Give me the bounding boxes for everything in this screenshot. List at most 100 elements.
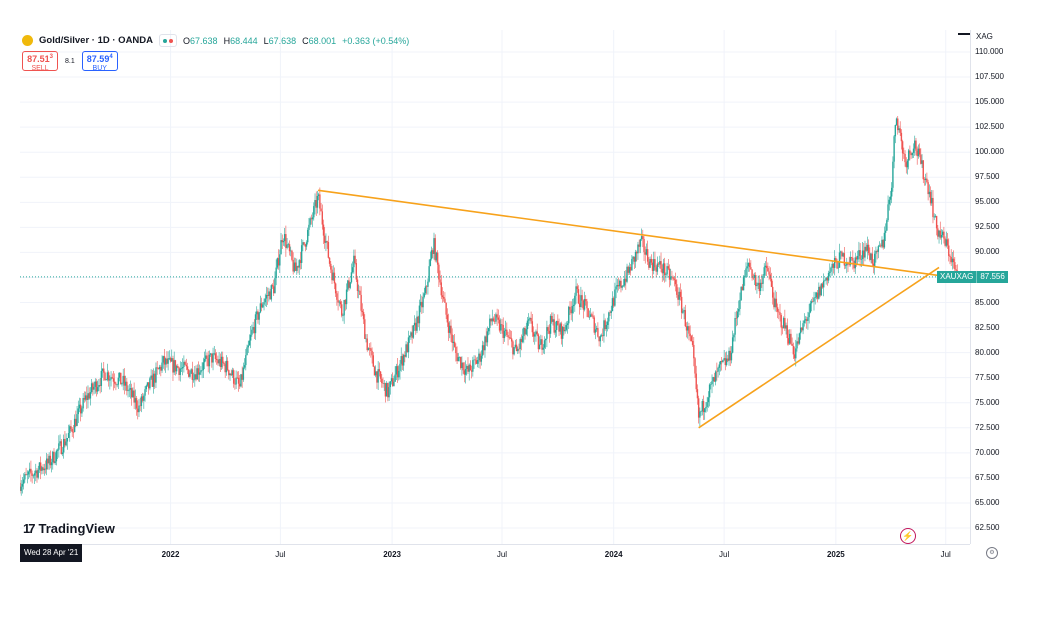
candle-up — [249, 334, 252, 341]
candle-up — [150, 375, 152, 379]
candle-up — [574, 295, 576, 305]
candle-up — [265, 295, 268, 299]
sell-button[interactable]: 87.513 SELL — [22, 51, 58, 72]
candle-down — [360, 294, 362, 311]
candle-down — [776, 307, 779, 312]
buy-label: BUY — [92, 65, 107, 72]
candle-up — [65, 441, 67, 446]
candle-down — [646, 249, 649, 262]
candle-down — [768, 271, 770, 275]
candle-down — [257, 311, 259, 320]
candle-up — [35, 470, 37, 474]
candle-down — [463, 370, 466, 375]
candle-up — [678, 291, 680, 300]
time-tick-label: 2023 — [383, 550, 401, 559]
candle-up — [332, 272, 334, 281]
candle-up — [457, 357, 459, 362]
candle-down — [184, 361, 186, 365]
candle-down — [490, 318, 492, 322]
candle-down — [493, 320, 496, 322]
candle-down — [651, 262, 654, 271]
time-tick-label: 2022 — [161, 550, 180, 559]
candle-down — [49, 455, 52, 466]
candle-up — [934, 215, 937, 217]
time-axis[interactable]: 2022 Jul 2023 Jul 2024 Jul 2025 Jul — [20, 544, 970, 563]
candle-down — [843, 253, 846, 266]
candle-up — [245, 355, 247, 366]
candle-down — [850, 257, 853, 258]
candle-up — [951, 258, 954, 263]
candle-down — [156, 367, 158, 369]
candle-down — [770, 278, 773, 287]
candle-down — [790, 333, 792, 344]
candle-up — [268, 291, 270, 297]
minimize-icon[interactable] — [958, 29, 970, 35]
candle-up — [105, 379, 107, 381]
candle-up — [844, 265, 847, 266]
price-chart[interactable] — [20, 30, 970, 544]
candle-up — [747, 262, 750, 267]
crosshair-date-label: Wed 28 Apr '21 — [20, 544, 83, 562]
candle-down — [288, 244, 291, 252]
tradingview-logo[interactable]: 17 TradingView — [23, 521, 115, 536]
candle-up — [50, 462, 53, 466]
candle-down — [450, 325, 452, 335]
candle-down — [462, 362, 464, 371]
candle-down — [897, 118, 899, 131]
candle-up — [81, 408, 83, 414]
candle-down — [518, 348, 520, 350]
candle-up — [296, 266, 298, 271]
candle-up — [825, 277, 827, 281]
candle-down — [765, 265, 768, 269]
candle-up — [580, 295, 582, 308]
candle-down — [356, 279, 359, 291]
candle-down — [446, 314, 449, 323]
candle-up — [409, 335, 411, 338]
candle-down — [443, 297, 445, 299]
candle-up — [526, 320, 529, 330]
candle-up — [564, 329, 566, 332]
candle-down — [319, 194, 321, 209]
candle-down — [835, 257, 837, 262]
candle-down — [339, 301, 342, 305]
candle-down — [593, 317, 595, 333]
flash-icon[interactable]: ⚡ — [900, 528, 916, 544]
candle-up — [390, 378, 393, 382]
candle-down — [882, 239, 884, 248]
candle-up — [179, 368, 181, 375]
candle-up — [656, 263, 659, 272]
candle-down — [147, 382, 150, 389]
candle-down — [75, 418, 77, 426]
candle-up — [521, 336, 524, 342]
candle-down — [99, 384, 101, 386]
settings-icon[interactable]: ⚙ — [986, 547, 998, 559]
candle-down — [697, 398, 700, 418]
candle-up — [367, 348, 370, 351]
buy-price: 87.59 — [86, 54, 110, 64]
candle-down — [922, 160, 924, 180]
candle-up — [687, 326, 689, 331]
candle-up — [809, 303, 812, 313]
buy-button[interactable]: 87.594 BUY — [81, 51, 118, 72]
candle-up — [722, 359, 724, 363]
candle-up — [634, 251, 637, 262]
candle-down — [467, 366, 469, 372]
candle-down — [344, 300, 347, 305]
candle-up — [385, 383, 388, 397]
price-axis[interactable]: 110.000 107.500 105.000 102.500 100.000 97.50… — [970, 30, 1015, 544]
candle-down — [506, 329, 508, 336]
candle-down — [348, 280, 350, 288]
ohlc-open: O67.638 — [183, 35, 218, 46]
candle-down — [277, 258, 280, 266]
candle-up — [734, 318, 736, 335]
symbol-title[interactable]: Gold/Silver · 1D · OANDA — [39, 35, 154, 46]
candle-up — [486, 331, 489, 343]
candle-down — [326, 241, 328, 243]
candle-up — [351, 267, 354, 273]
candle-up — [640, 236, 643, 240]
candle-down — [371, 350, 373, 356]
candle-up — [914, 140, 916, 149]
candle-down — [406, 344, 408, 353]
visibility-toggle[interactable] — [159, 34, 178, 47]
candle-down — [364, 319, 366, 339]
